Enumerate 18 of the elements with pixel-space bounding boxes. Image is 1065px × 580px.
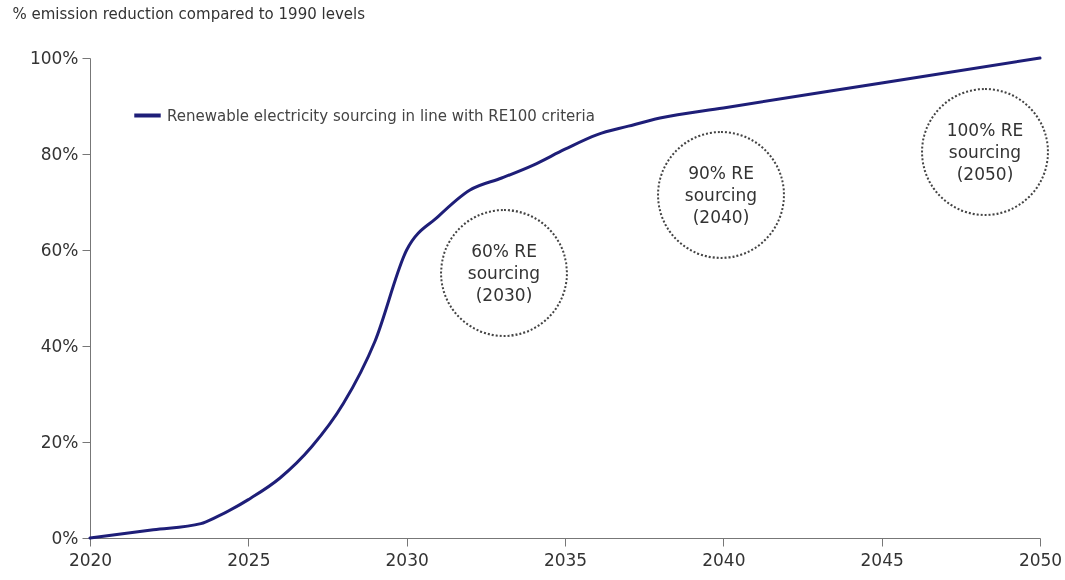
x-tick-label: 2050 — [1018, 549, 1063, 570]
y-tick-label: 80% — [40, 143, 79, 164]
y-tick-label: 0% — [51, 527, 79, 548]
legend-label: Renewable electricity sourcing in line with RE100 criteria — [167, 106, 595, 125]
x-tick-label: 2025 — [227, 549, 271, 570]
y-tick-label: 20% — [40, 431, 79, 452]
x-tick-label: 2040 — [702, 549, 746, 570]
dotted-circle: 100% RE sourcing (2050) — [921, 88, 1049, 216]
x-tick-label: 2035 — [543, 549, 588, 570]
dotted-circle: 90% RE sourcing (2040) — [657, 131, 785, 259]
x-tick-label: 2020 — [68, 549, 113, 570]
x-tick-label: 2030 — [385, 549, 429, 570]
dotted-circle: 60% RE sourcing (2030) — [440, 209, 568, 337]
y-tick-label: 40% — [40, 335, 79, 356]
x-tick-label: 2045 — [860, 549, 904, 570]
y-tick-label: 60% — [40, 239, 79, 260]
y-tick-label: 100% — [29, 47, 79, 68]
y-axis-title: % emission reduction compared to 1990 levels — [12, 4, 366, 23]
